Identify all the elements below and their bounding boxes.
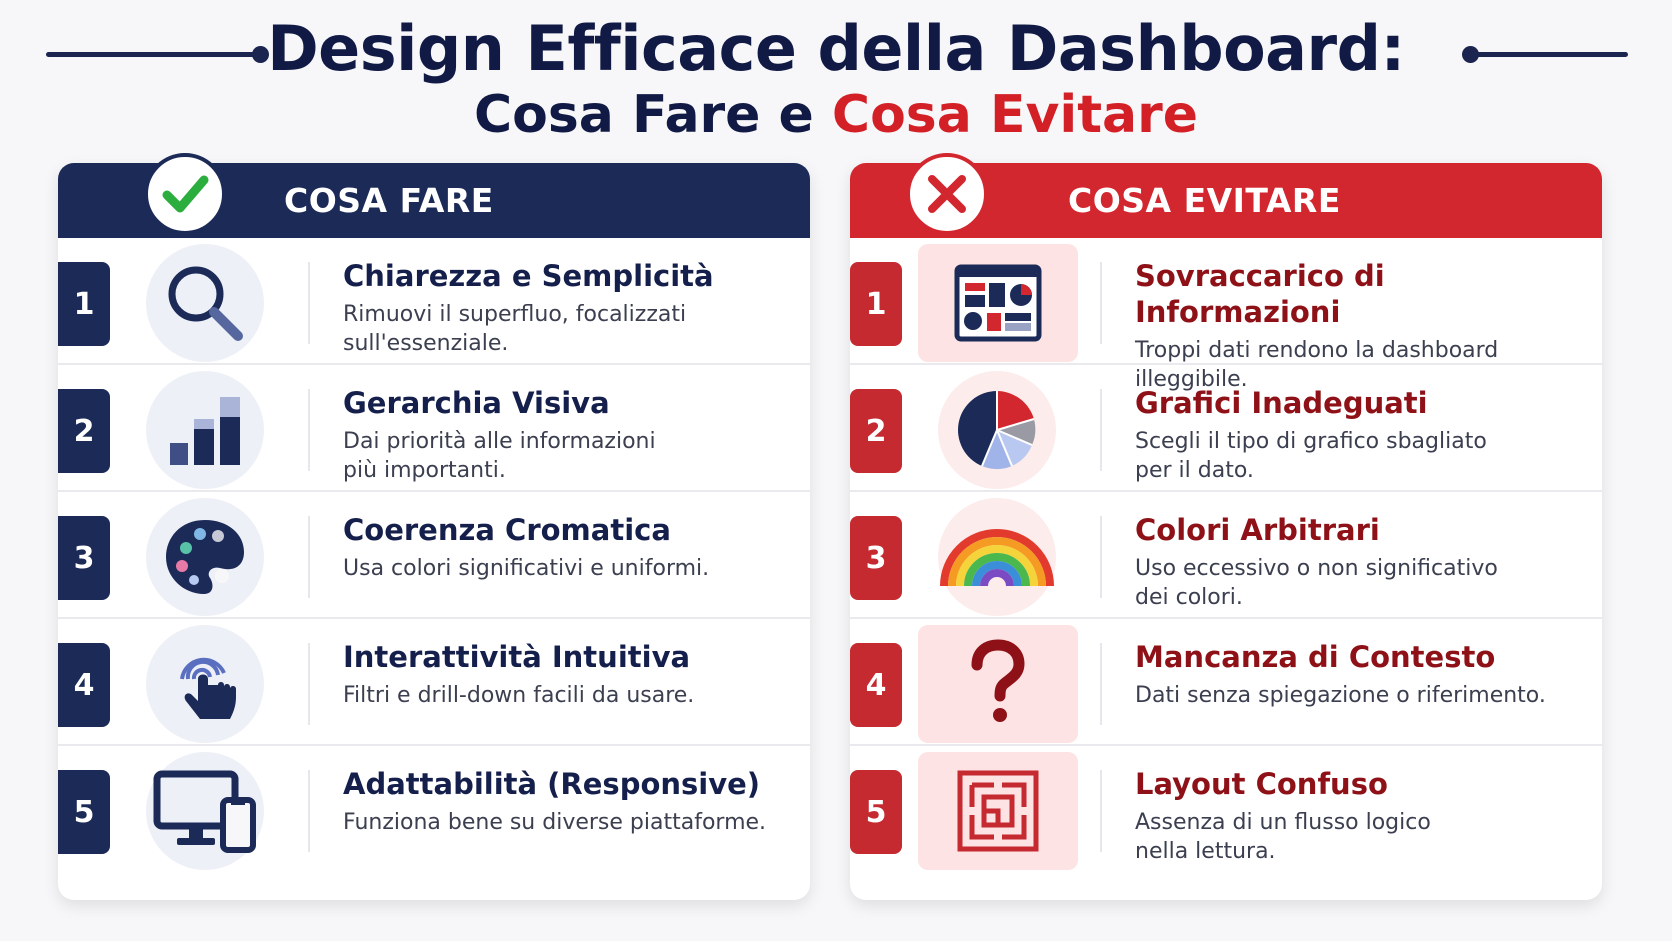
- do-item-desc: Usa colori significativi e uniformi.: [343, 556, 710, 581]
- do-item-number: 4: [58, 643, 110, 727]
- magnifier-icon: [168, 266, 243, 341]
- do-item-5: 5 Adattabilità (Responsive) Funziona ben…: [58, 746, 810, 873]
- bar-chart-icon: [170, 397, 240, 465]
- do-item-2: 2 Gerarchia Visiva Dai priorità alle inf…: [58, 365, 810, 492]
- title-line-2-avoid: Cosa Evitare: [831, 85, 1199, 145]
- do-item-desc: Dai priorità alle informazioni più import…: [343, 429, 656, 483]
- do-panel-header: COSA FARE: [58, 153, 810, 238]
- do-item-number: 5: [58, 770, 110, 854]
- avoid-panel-header: COSA EVITARE: [850, 153, 1602, 238]
- palette-icon: [166, 520, 244, 594]
- avoid-item-desc: Dati senza spiegazione o riferimento.: [1135, 683, 1546, 708]
- title-decoration-right: [1462, 46, 1628, 63]
- do-item-title: Interattività Intuitiva: [343, 640, 691, 674]
- do-item-3: 3 Coerenza Cromatica Usa colori signific…: [58, 492, 810, 619]
- avoid-item-number: 1: [850, 262, 902, 346]
- avoid-item-title: Colori Arbitrari: [1135, 513, 1380, 547]
- question-mark-icon: [971, 639, 1025, 722]
- do-item-number: 3: [58, 516, 110, 600]
- avoid-item-2: 2 Grafici Inadeguati Scegli il tipo di g…: [850, 365, 1602, 492]
- do-panel: COSA FARE 1 Chiarezza e Semplicità Rimuo…: [58, 153, 810, 900]
- do-item-number: 2: [58, 389, 110, 473]
- do-item-title: Coerenza Cromatica: [343, 513, 671, 547]
- do-item-title: Chiarezza e Semplicità: [343, 259, 714, 293]
- avoid-panel: COSA EVITARE 1: [850, 153, 1602, 900]
- avoid-item-number: 3: [850, 516, 902, 600]
- page-title: Design Efficace della Dashboard: Cosa Fa…: [0, 12, 1672, 146]
- do-item-desc: Rimuovi il superfluo, focalizzati sull'es…: [343, 302, 687, 356]
- cluttered-dashboard-icon: [954, 264, 1042, 342]
- avoid-item-1: 1 Sovraccarico di Informa: [850, 238, 1602, 392]
- avoid-item-number: 2: [850, 389, 902, 473]
- do-item-desc: Filtri e drill-down facili da usare.: [343, 683, 695, 708]
- do-panel-title: COSA FARE: [284, 181, 494, 220]
- avoid-item-desc: Assenza di un flusso logico nella lettura…: [1135, 810, 1431, 864]
- cross-icon: [906, 153, 988, 235]
- avoid-item-desc: Scegli il tipo di grafico sbagliato per i…: [1135, 429, 1487, 483]
- avoid-item-title: Mancanza di Contesto: [1135, 640, 1496, 674]
- pie-chart-icon: [958, 391, 1036, 469]
- avoid-item-3: 3 Colori Arbitrari Uso eccessivo o non s…: [850, 492, 1602, 619]
- avoid-item-number: 5: [850, 770, 902, 854]
- devices-icon: [153, 770, 256, 853]
- do-item-title: Gerarchia Visiva: [343, 386, 610, 420]
- avoid-item-title: Layout Confuso: [1135, 767, 1388, 801]
- title-line-2-do: Cosa Fare e: [473, 85, 832, 145]
- avoid-item-4: 4 Mancanza di Contesto Dati senza spiega…: [850, 619, 1602, 746]
- do-item-number: 1: [58, 262, 110, 346]
- do-item-title: Adattabilità (Responsive): [343, 767, 761, 801]
- avoid-item-desc: Troppi dati rendono la dashboard illeggib…: [1135, 338, 1499, 392]
- avoid-item-5: 5 Layout Confuso Assenza di un flusso lo…: [850, 746, 1602, 873]
- title-line-2: Cosa Fare e Cosa Evitare: [0, 84, 1672, 146]
- maze-icon: [957, 770, 1039, 852]
- avoid-panel-title: COSA EVITARE: [1068, 181, 1341, 220]
- title-line-1: Design Efficace della Dashboard:: [267, 12, 1405, 85]
- title-decoration-left: [46, 46, 269, 63]
- avoid-item-title: Grafici Inadeguati: [1135, 386, 1428, 420]
- check-icon: [144, 153, 226, 235]
- avoid-item-number: 4: [850, 643, 902, 727]
- avoid-item-desc: Uso eccessivo o non significativo dei col…: [1135, 556, 1498, 610]
- do-item-desc: Funziona bene su diverse piattaforme.: [343, 810, 767, 835]
- do-item-4: 4 Interattività Intuitiva Filtri e drill…: [58, 619, 810, 746]
- avoid-item-title: Sovraccarico di Informazioni: [1135, 259, 1385, 329]
- touch-hand-icon: [180, 657, 236, 719]
- do-item-1: 1 Chiarezza e Semplicità Rimuovi il supe…: [58, 238, 810, 365]
- rainbow-icon: [940, 529, 1054, 587]
